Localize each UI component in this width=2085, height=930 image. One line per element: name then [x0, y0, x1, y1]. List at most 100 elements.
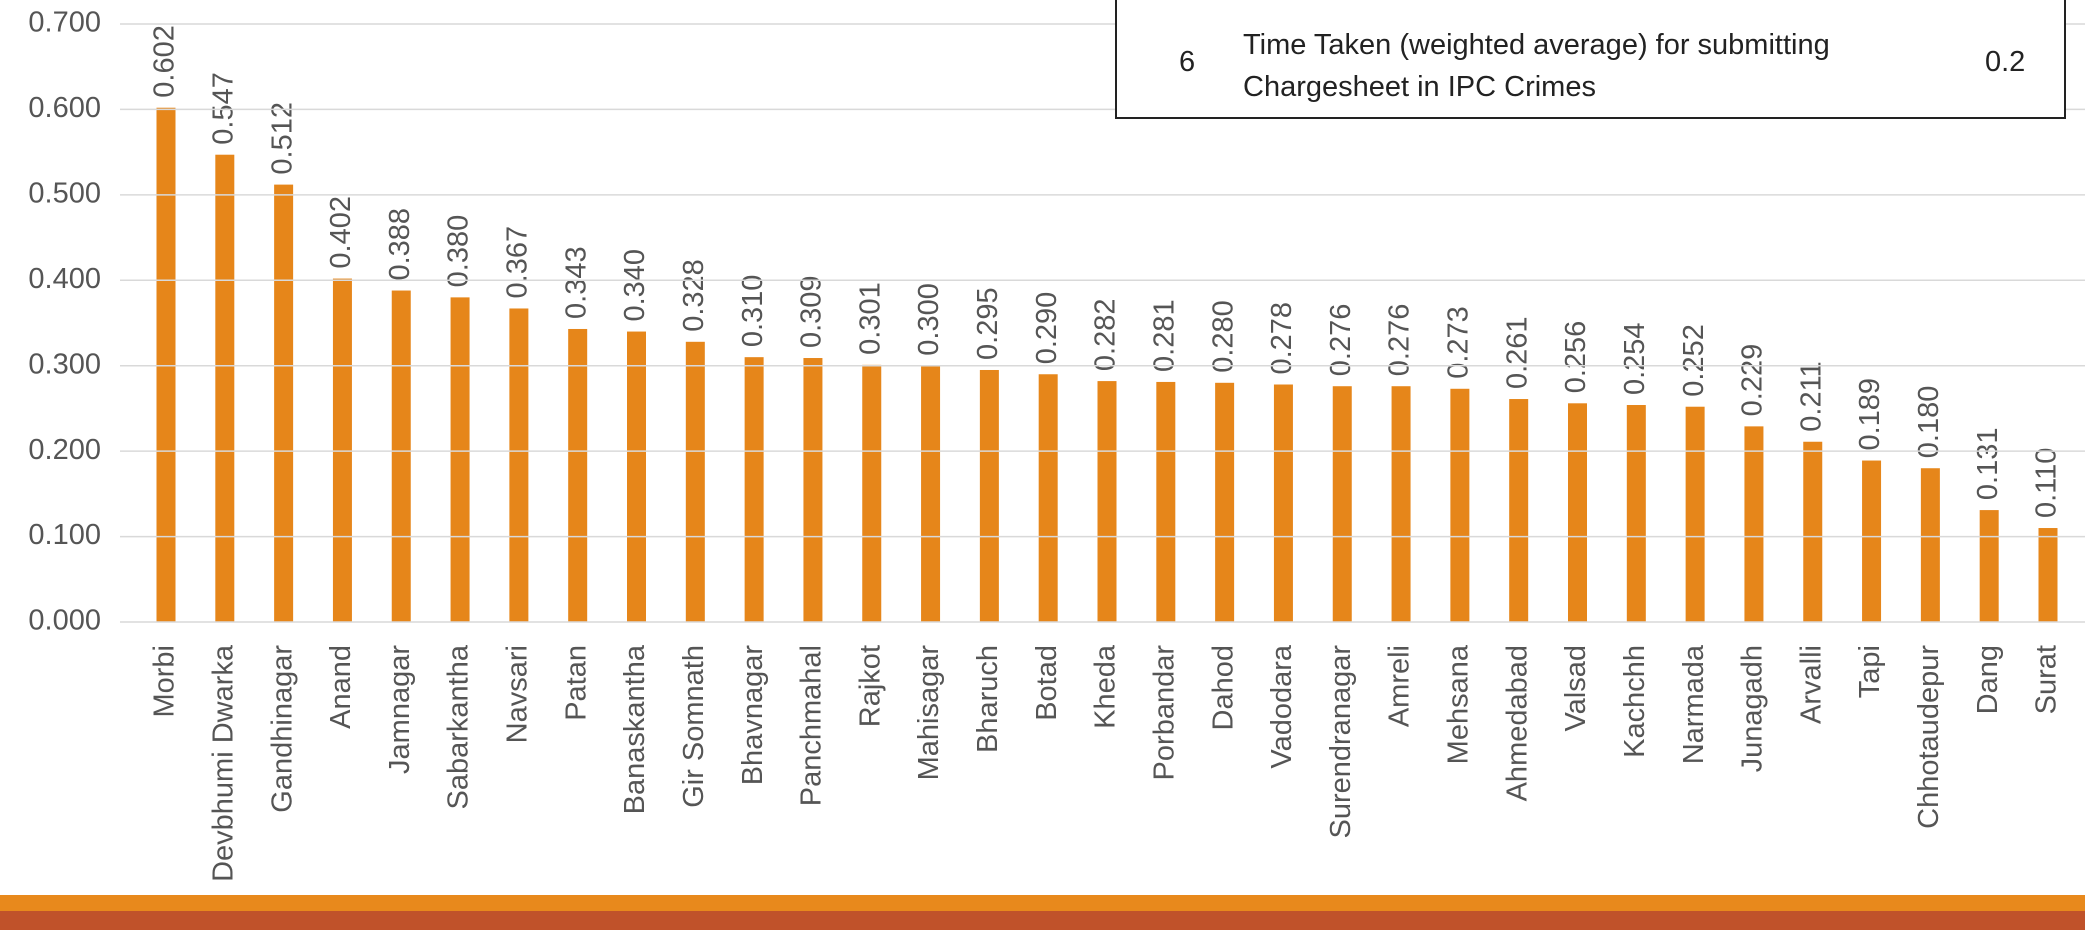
- cell: 6: [1179, 46, 1196, 78]
- stripe: [0, 911, 2085, 930]
- x-tick-label: Valsad: [1560, 645, 1592, 732]
- x-tick-label: Junagadh: [1737, 645, 1769, 772]
- data-label: 0.131: [1972, 428, 2004, 501]
- data-label: 0.273: [1443, 306, 1475, 379]
- bar: [1332, 386, 1352, 622]
- data-label: 0.110: [2031, 448, 2063, 518]
- x-tick-label: Mahisagar: [913, 645, 945, 781]
- data-label: 0.276: [1325, 304, 1357, 377]
- bar: [1979, 510, 1999, 622]
- data-label: 0.278: [1266, 302, 1298, 375]
- bar: [1509, 399, 1529, 622]
- data-label: 0.276: [1384, 304, 1416, 377]
- x-tick-label: Mehsana: [1443, 644, 1475, 764]
- x-tick-label: Bharuch: [972, 645, 1004, 753]
- data-label: 0.380: [443, 215, 475, 288]
- data-label: 0.290: [1031, 292, 1063, 365]
- data-label: 0.388: [384, 208, 416, 281]
- data-label: 0.252: [1678, 324, 1710, 397]
- x-tick-label: Botad: [1031, 645, 1063, 721]
- x-tick-label: Kheda: [1090, 644, 1122, 729]
- bar: [1215, 382, 1235, 622]
- data-label: 0.281: [1148, 299, 1180, 372]
- x-tick-label: Jamnagar: [384, 645, 416, 774]
- y-tick-label: 0.700: [28, 7, 101, 39]
- x-tick-label: Chhotaudepur: [1913, 645, 1945, 829]
- x-tick-label: Surat: [2031, 645, 2063, 714]
- x-tick-label: Surendranagar: [1325, 645, 1357, 839]
- bar: [1920, 468, 1940, 622]
- info-table: 6 Time Taken (weighted average) for subm…: [1115, 0, 2066, 119]
- bar: [627, 331, 646, 622]
- data-label: 0.211: [1795, 361, 1827, 431]
- bar: [1744, 426, 1764, 622]
- data-label: 0.282: [1090, 299, 1122, 372]
- bar: [921, 365, 941, 622]
- cell: Time Taken (weighted average) for submit…: [1243, 29, 1830, 103]
- x-tick-label: Bhavnagar: [737, 645, 769, 786]
- bar: [1273, 384, 1293, 622]
- data-label: 0.189: [1854, 378, 1886, 451]
- y-tick-label: 0.600: [28, 92, 101, 124]
- x-tick-label: Morbi: [149, 645, 181, 718]
- data-label: 0.301: [854, 282, 886, 355]
- x-tick-label: Ahmedabad: [1501, 645, 1533, 801]
- data-label: 0.402: [325, 196, 357, 269]
- bar: [979, 369, 999, 622]
- y-tick-label: 0.100: [28, 519, 101, 551]
- y-tick-label: 0.300: [28, 348, 101, 380]
- y-tick-label: 0.400: [28, 263, 101, 295]
- bar: [215, 154, 235, 622]
- bar: [509, 308, 529, 622]
- bar: [744, 357, 764, 622]
- data-label: 0.229: [1737, 344, 1769, 417]
- x-tick-label: Dahod: [1207, 645, 1239, 730]
- bar: [1568, 403, 1587, 622]
- x-tick-label: Gandhinagar: [266, 645, 298, 813]
- data-label: 0.254: [1619, 322, 1651, 395]
- data-label: 0.309: [796, 275, 828, 348]
- bar: [1803, 441, 1823, 622]
- cell: 0.2: [1985, 46, 2026, 78]
- bar: [1450, 388, 1470, 622]
- bar: [862, 364, 882, 622]
- bar: [803, 358, 823, 622]
- data-label: 0.512: [266, 102, 298, 175]
- bar: [450, 297, 470, 622]
- stripe: [0, 895, 2085, 911]
- data-label: 0.340: [619, 249, 651, 322]
- x-tick-label: Gir Somnath: [678, 645, 710, 808]
- data-label: 0.602: [149, 25, 181, 98]
- x-tick-label: Kachchh: [1619, 645, 1651, 758]
- y-tick-label: 0.000: [28, 605, 101, 637]
- bar: [1156, 381, 1176, 622]
- y-tick-label: 0.200: [28, 434, 101, 466]
- data-label: 0.256: [1560, 321, 1592, 394]
- x-tick-label: Vadodara: [1266, 644, 1298, 768]
- data-label: 0.367: [502, 226, 534, 299]
- x-tick-label: Porbandar: [1148, 645, 1180, 781]
- y-tick-label: 0.500: [28, 178, 101, 210]
- data-label: 0.343: [560, 246, 592, 319]
- bar: [391, 290, 411, 622]
- x-tick-label: Rajkot: [854, 645, 886, 727]
- x-tick-label: Devbhumi Dwarka: [207, 644, 239, 882]
- x-tick-label: Tapi: [1854, 645, 1886, 698]
- bar: [568, 328, 588, 622]
- data-label: 0.280: [1207, 300, 1239, 373]
- bar: [685, 341, 705, 622]
- x-tick-label: Anand: [325, 645, 357, 729]
- x-tick-label: Navsari: [502, 645, 534, 743]
- x-tick-label: Narmada: [1678, 644, 1710, 764]
- x-tick-label: Banaskantha: [619, 644, 651, 814]
- bar: [274, 184, 294, 622]
- data-label: 0.328: [678, 259, 710, 332]
- x-tick-label: Amreli: [1384, 645, 1416, 727]
- x-tick-label: Panchmahal: [796, 645, 828, 806]
- bar: [1626, 405, 1646, 622]
- bar: [156, 107, 176, 623]
- x-tick-label: Dang: [1972, 645, 2004, 714]
- bar: [1038, 374, 1058, 622]
